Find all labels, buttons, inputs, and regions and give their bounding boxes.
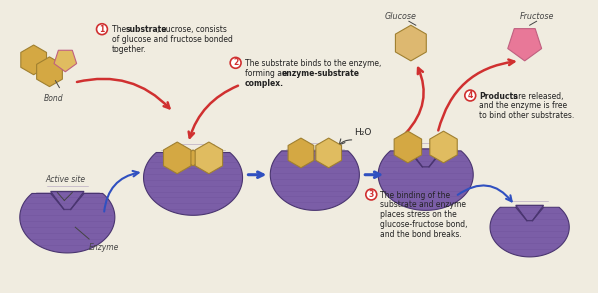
Text: Active site: Active site: [45, 175, 86, 184]
Text: together.: together.: [112, 45, 147, 54]
Text: Bond: Bond: [44, 93, 63, 103]
Text: 1: 1: [99, 25, 105, 34]
Polygon shape: [144, 153, 243, 215]
Circle shape: [96, 24, 108, 35]
Text: 4: 4: [468, 91, 473, 100]
Polygon shape: [20, 193, 115, 253]
Text: forming an: forming an: [245, 69, 289, 78]
Polygon shape: [51, 191, 84, 209]
Text: substrate and enzyme: substrate and enzyme: [380, 200, 466, 209]
Text: Fructose: Fructose: [520, 12, 554, 21]
Text: 3: 3: [368, 190, 374, 199]
Text: Enzyme: Enzyme: [89, 243, 120, 252]
Polygon shape: [378, 151, 473, 210]
Text: of glucose and fructose bonded: of glucose and fructose bonded: [112, 35, 233, 44]
Polygon shape: [186, 150, 200, 166]
Text: Products: Products: [479, 91, 518, 100]
Text: The substrate binds to the enzyme,: The substrate binds to the enzyme,: [245, 59, 381, 68]
Text: and the bond breaks.: and the bond breaks.: [380, 230, 462, 239]
Text: The: The: [112, 25, 129, 34]
Polygon shape: [288, 138, 314, 168]
Circle shape: [465, 90, 475, 101]
Polygon shape: [409, 149, 443, 167]
Polygon shape: [394, 131, 422, 163]
Polygon shape: [21, 45, 47, 75]
Polygon shape: [395, 25, 426, 61]
Text: H₂O: H₂O: [355, 128, 372, 137]
Polygon shape: [316, 138, 341, 168]
Text: places stress on the: places stress on the: [380, 210, 457, 219]
Text: enzyme-substrate: enzyme-substrate: [281, 69, 359, 78]
Text: glucose-fructose bond,: glucose-fructose bond,: [380, 220, 468, 229]
Polygon shape: [516, 205, 544, 221]
Polygon shape: [508, 29, 542, 61]
Text: are released,: are released,: [511, 91, 563, 100]
Text: substrate: substrate: [125, 25, 167, 34]
Text: , sucrose, consists: , sucrose, consists: [157, 25, 227, 34]
Polygon shape: [36, 57, 62, 87]
Polygon shape: [163, 142, 191, 174]
Text: to bind other substrates.: to bind other substrates.: [479, 111, 575, 120]
Text: complex.: complex.: [245, 79, 283, 88]
Polygon shape: [490, 207, 569, 257]
Text: and the enzyme is free: and the enzyme is free: [479, 101, 568, 110]
Polygon shape: [430, 131, 457, 163]
Text: 2: 2: [233, 58, 238, 67]
Circle shape: [230, 57, 241, 68]
Polygon shape: [195, 142, 222, 174]
Polygon shape: [270, 151, 359, 210]
Polygon shape: [54, 50, 77, 72]
Circle shape: [366, 189, 377, 200]
Text: Glucose: Glucose: [385, 12, 417, 21]
Text: The binding of the: The binding of the: [380, 190, 450, 200]
